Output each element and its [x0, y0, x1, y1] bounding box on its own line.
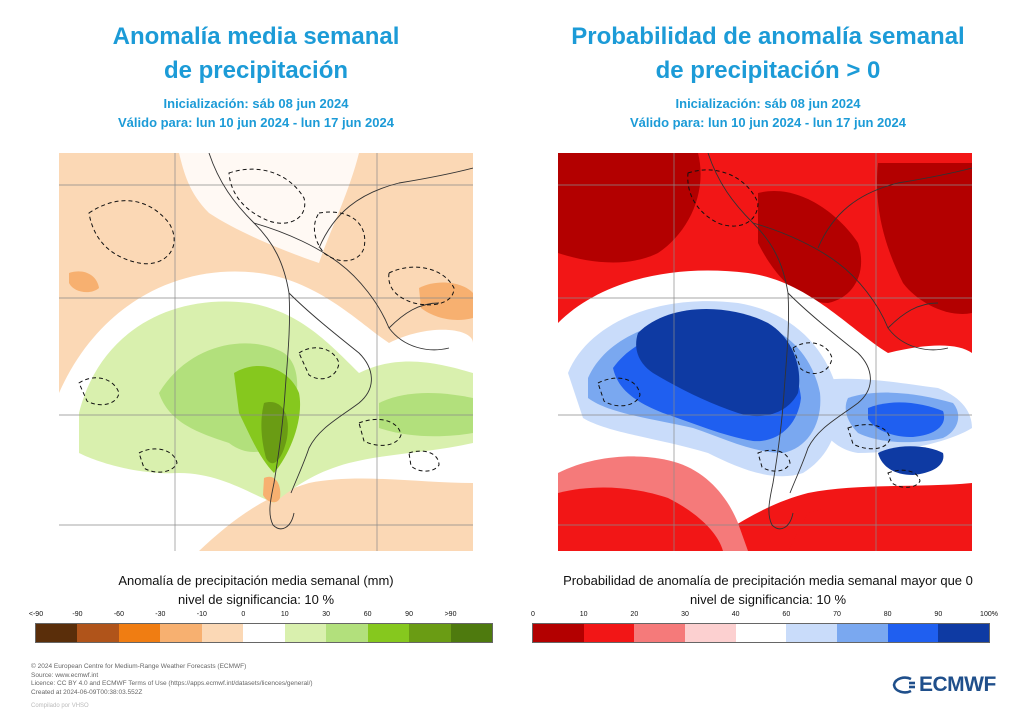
- colorbar-segment: [634, 624, 685, 642]
- copyright-footer: © 2024 European Centre for Medium-Range …: [31, 663, 313, 697]
- anomaly-caption: Anomalía de precipitación media semanal …: [118, 573, 394, 588]
- probability-title: Probabilidad de anomalía semanal de prec…: [512, 20, 1024, 88]
- colorbar-segment: [938, 624, 989, 642]
- colorbar-segment: [284, 624, 327, 642]
- colorbar-tick-label: -10: [196, 611, 207, 618]
- anomaly-title-line1: Anomalía media semanal: [112, 23, 400, 50]
- colorbar-segment: [786, 624, 837, 642]
- colorbar-segment: [409, 624, 451, 642]
- anomaly-colorbar-bar: [35, 623, 493, 643]
- colorbar-tick-label: <-90: [28, 611, 44, 618]
- copyright-line: © 2024 European Centre for Medium-Range …: [31, 663, 247, 670]
- colorbar-segment: [77, 624, 119, 642]
- colorbar-segment: [684, 624, 736, 642]
- colorbar-segment: [201, 624, 244, 642]
- colorbar-tick-label: 90: [405, 611, 413, 618]
- colorbar-segment: [160, 624, 202, 642]
- colorbar-tick-label: 40: [731, 611, 740, 618]
- colorbar-segment: [887, 624, 939, 642]
- created-line: Created at 2024-06-09T00:38:03.552Z: [31, 688, 143, 696]
- colorbar-segment: [243, 624, 285, 642]
- anomaly-panel: Anomalía media semanal de precipitación …: [0, 0, 512, 660]
- colorbar-segment: [583, 624, 635, 642]
- colorbar-tick-label: -30: [155, 611, 166, 618]
- anomaly-title-line2: de precipitación: [163, 57, 349, 84]
- colorbar-tick-label: -60: [113, 611, 124, 618]
- probability-valid-range: Válido para: lun 10 jun 2024 - lun 17 ju…: [630, 115, 906, 130]
- anomaly-map: [59, 153, 473, 551]
- anomaly-valid-range: Válido para: lun 10 jun 2024 - lun 17 ju…: [118, 115, 394, 130]
- probability-title-line1: Probabilidad de anomalía semanal: [571, 23, 965, 50]
- anomaly-map-svg: [59, 153, 473, 551]
- anomaly-colorbar: <-90 -90 -60 -30 -10 0 10 30 60 90 >90: [29, 611, 493, 643]
- anomaly-title: Anomalía media semanal de precipitación: [0, 20, 512, 88]
- anomaly-init-date: Inicialización: sáb 08 jun 2024: [163, 96, 349, 111]
- colorbar-tick-label: 100%: [980, 611, 998, 618]
- colorbar-tick-label: 90: [934, 611, 943, 618]
- colorbar-tick-label: 0: [241, 611, 246, 618]
- probability-colorbar: 0 10 20 30 40 60 70 80 90 100%: [531, 611, 998, 643]
- source-line: Source: www.ecmwf.int: [31, 671, 99, 679]
- anomaly-dates: Inicialización: sáb 08 jun 2024 Válido p…: [0, 94, 512, 132]
- probability-significance: nivel de significancia: 10 %: [689, 592, 847, 607]
- probability-colorbar-ticks: 0 10 20 30 40 60 70 80 90 100%: [531, 611, 998, 623]
- colorbar-tick-label: 80: [883, 611, 892, 618]
- probability-map-svg: [558, 153, 972, 551]
- colorbar-tick-label: -90: [72, 611, 83, 618]
- colorbar-tick-label: 20: [630, 611, 639, 618]
- colorbar-segment: [36, 624, 78, 642]
- ecmwf-logo-text: ECMWF: [919, 673, 996, 696]
- colorbar-tick-label: 60: [363, 611, 372, 618]
- probability-init-date: Inicialización: sáb 08 jun 2024: [675, 96, 861, 111]
- colorbar-tick-label: >90: [444, 611, 457, 618]
- probability-title-line2: de precipitación > 0: [655, 57, 881, 84]
- licence-line: Licence: CC BY 4.0 and ECMWF Terms of Us…: [31, 680, 313, 687]
- colorbar-segment: [735, 624, 787, 642]
- colorbar-segment: [326, 624, 368, 642]
- colorbar-tick-label: 30: [322, 611, 331, 618]
- anomaly-significance: nivel de significancia: 10 %: [177, 592, 335, 607]
- colorbar-tick-label: 30: [681, 611, 689, 618]
- colorbar-tick-label: 10: [579, 611, 588, 618]
- anomaly-colorbar-ticks: <-90 -90 -60 -30 -10 0 10 30 60 90 >90: [29, 611, 493, 623]
- colorbar-segment: [836, 624, 888, 642]
- ecmwf-logo: ECMWF: [891, 673, 996, 697]
- probability-caption: Probabilidad de anomalía de precipitació…: [563, 573, 973, 588]
- compiled-by: Compilado por VHSO: [31, 703, 89, 709]
- colorbar-tick-label: 10: [280, 611, 289, 618]
- ecmwf-logo-icon: [892, 676, 915, 694]
- colorbar-segment: [533, 624, 584, 642]
- probability-colorbar-bar: [532, 623, 990, 643]
- colorbar-tick-label: 70: [833, 611, 841, 618]
- colorbar-tick-label: 0: [531, 611, 535, 618]
- colorbar-segment: [450, 624, 492, 642]
- probability-panel: Probabilidad de anomalía semanal de prec…: [512, 0, 1024, 660]
- probability-dates: Inicialización: sáb 08 jun 2024 Válido p…: [512, 94, 1024, 132]
- colorbar-segment: [118, 624, 161, 642]
- colorbar-tick-label: 60: [782, 611, 791, 618]
- probability-map: [558, 153, 972, 551]
- colorbar-segment: [367, 624, 410, 642]
